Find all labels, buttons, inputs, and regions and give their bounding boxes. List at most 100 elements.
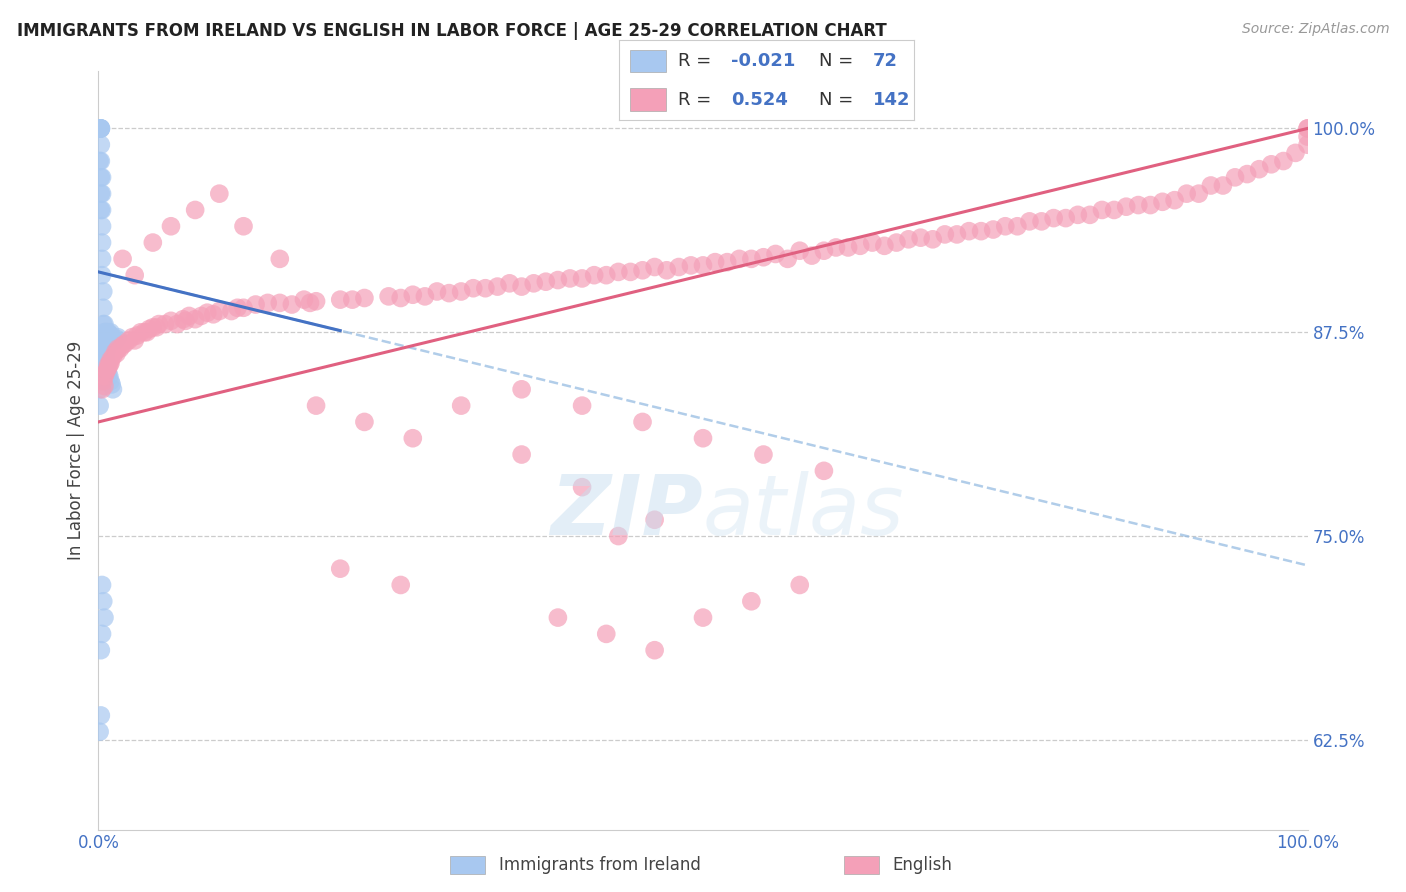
Point xyxy=(127,328,149,343)
Point xyxy=(692,610,714,624)
Point xyxy=(534,275,557,289)
Point xyxy=(692,431,714,445)
Point xyxy=(91,334,114,348)
Point xyxy=(190,309,212,323)
Point xyxy=(91,317,114,331)
Point xyxy=(93,610,115,624)
Point xyxy=(89,399,111,413)
Point xyxy=(329,293,352,307)
Point xyxy=(94,366,117,380)
Text: 72: 72 xyxy=(873,52,897,70)
Point xyxy=(245,297,267,311)
Point xyxy=(103,334,125,348)
Point xyxy=(292,293,315,307)
Point xyxy=(142,320,165,334)
Point xyxy=(101,332,124,346)
Point xyxy=(90,154,112,169)
Point xyxy=(91,285,114,299)
Point xyxy=(389,291,412,305)
Point xyxy=(1031,214,1053,228)
Point xyxy=(946,227,969,242)
Point xyxy=(93,334,115,348)
Point xyxy=(897,232,920,246)
Point xyxy=(93,379,115,393)
Text: R =: R = xyxy=(678,52,717,70)
Point xyxy=(89,121,111,136)
Point xyxy=(655,263,678,277)
Point xyxy=(607,265,630,279)
Point xyxy=(547,610,569,624)
Point xyxy=(174,314,197,328)
Point xyxy=(142,235,165,250)
Point xyxy=(571,271,593,285)
Point xyxy=(994,219,1017,234)
Point xyxy=(89,121,111,136)
Point xyxy=(114,336,136,351)
Point xyxy=(269,296,291,310)
Point xyxy=(104,334,127,348)
Point xyxy=(232,219,254,234)
Point xyxy=(981,222,1004,236)
Point xyxy=(166,317,188,331)
Point xyxy=(800,249,823,263)
Point xyxy=(910,230,932,244)
Point xyxy=(153,317,176,331)
Point xyxy=(145,320,167,334)
Point xyxy=(583,268,606,282)
Point xyxy=(1128,198,1150,212)
Point xyxy=(221,304,243,318)
Point xyxy=(124,334,146,348)
Point xyxy=(704,255,727,269)
Point xyxy=(510,448,533,462)
Point xyxy=(728,252,751,266)
Point xyxy=(90,643,112,657)
Point xyxy=(97,336,120,351)
Point xyxy=(644,513,666,527)
Point xyxy=(111,252,134,266)
Point xyxy=(89,121,111,136)
Point xyxy=(256,296,278,310)
Point xyxy=(1249,162,1271,177)
Text: Immigrants from Ireland: Immigrants from Ireland xyxy=(499,856,702,874)
Point xyxy=(1272,154,1295,169)
Point xyxy=(172,312,194,326)
Point xyxy=(232,301,254,315)
Point xyxy=(269,252,291,266)
Point xyxy=(93,342,115,356)
Point xyxy=(886,235,908,250)
Point xyxy=(1296,121,1319,136)
Point xyxy=(89,382,111,396)
Point xyxy=(765,247,787,261)
Point xyxy=(118,334,141,348)
Point xyxy=(595,627,617,641)
Point xyxy=(849,239,872,253)
FancyBboxPatch shape xyxy=(630,88,666,111)
Point xyxy=(547,273,569,287)
Point xyxy=(1163,193,1185,207)
Point xyxy=(813,244,835,258)
Point xyxy=(860,235,883,250)
Point xyxy=(1296,121,1319,136)
Point xyxy=(100,374,122,388)
Point xyxy=(934,227,956,242)
Point xyxy=(510,279,533,293)
Point xyxy=(1078,208,1101,222)
Point xyxy=(89,121,111,136)
Point xyxy=(463,281,485,295)
Point xyxy=(94,325,117,339)
Point xyxy=(631,263,654,277)
Text: 142: 142 xyxy=(873,91,910,109)
Text: atlas: atlas xyxy=(703,471,904,551)
Point xyxy=(90,137,112,152)
Point xyxy=(402,431,425,445)
Point xyxy=(101,382,124,396)
Text: IMMIGRANTS FROM IRELAND VS ENGLISH IN LABOR FORCE | AGE 25-29 CORRELATION CHART: IMMIGRANTS FROM IRELAND VS ENGLISH IN LA… xyxy=(17,22,887,40)
Point xyxy=(1102,202,1125,217)
Point xyxy=(121,330,143,344)
Point xyxy=(389,578,412,592)
Point xyxy=(91,369,114,384)
Point xyxy=(353,415,375,429)
Point xyxy=(108,342,131,356)
Point xyxy=(89,121,111,136)
Text: N =: N = xyxy=(820,52,859,70)
